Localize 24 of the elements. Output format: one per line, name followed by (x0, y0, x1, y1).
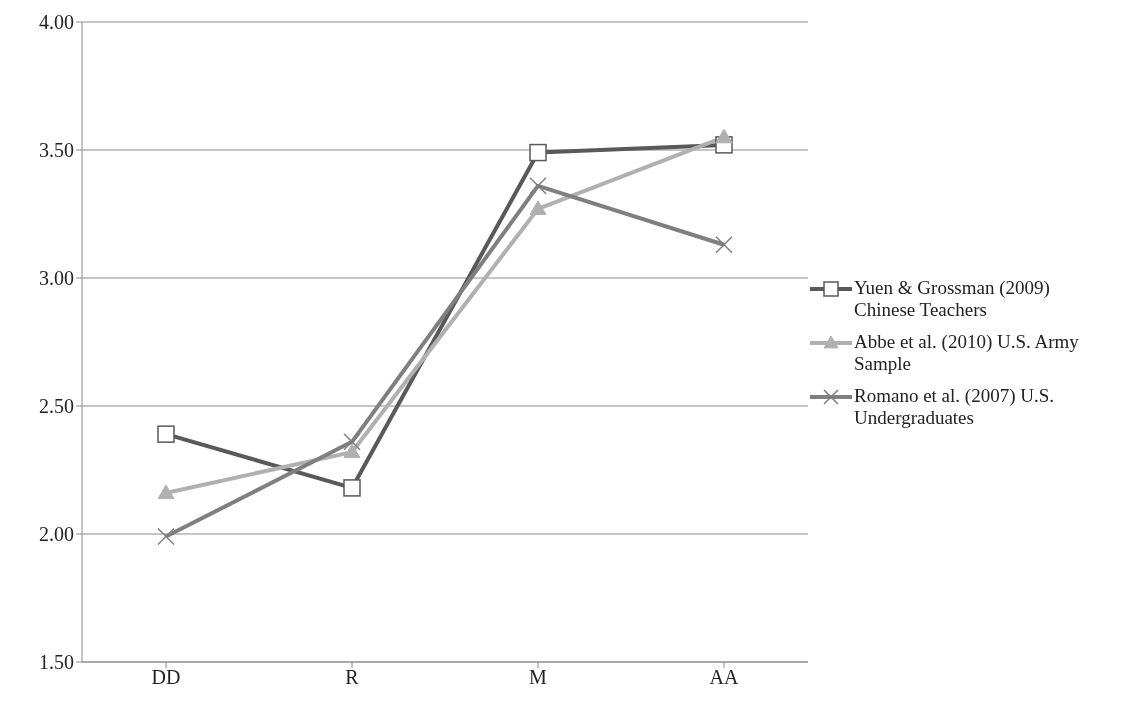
point (343, 443, 361, 459)
point (343, 433, 361, 451)
legend-label: Yuen & Grossman (2009) Chinese Teachers (854, 277, 1051, 321)
point (715, 235, 733, 254)
point (157, 484, 175, 500)
y-tick-label: 3.50 (39, 139, 74, 162)
point (529, 200, 547, 215)
point (157, 527, 175, 546)
y-tick-label: 1.50 (39, 651, 74, 674)
x-tick-label: M (529, 666, 548, 689)
y-tick-label: 3.00 (39, 267, 74, 290)
point (343, 479, 361, 497)
y-tick-label: 4.00 (39, 11, 74, 34)
point (529, 177, 547, 195)
point (529, 143, 547, 162)
x-tick-label: AA (709, 666, 739, 689)
point (157, 425, 175, 443)
x-tick-label: R (345, 666, 360, 689)
legend-label: Romano et al. (2007) U.S. Undergraduates (854, 385, 1055, 429)
point (715, 128, 733, 144)
y-tick-label: 2.00 (39, 523, 74, 546)
x-tick-label: DD (151, 666, 181, 689)
legend-label: Abbe et al. (2010) U.S. Army Sample (854, 331, 1080, 375)
y-tick-label: 2.50 (39, 395, 74, 418)
